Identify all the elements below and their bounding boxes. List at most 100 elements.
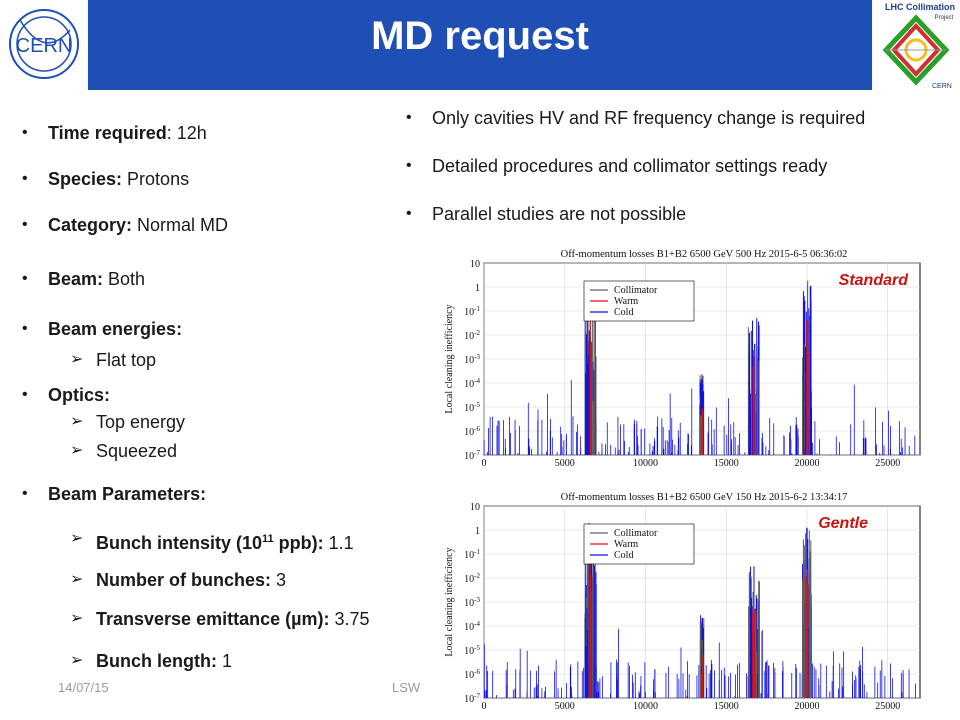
squeezed-text: Squeezed <box>96 441 178 461</box>
bunch-length-value: 1 <box>216 651 232 671</box>
top-energy-text: Top energy <box>96 412 186 432</box>
bunch-intensity-label-end: ppb): <box>273 533 324 553</box>
y-tick-label: 10-5 <box>464 401 480 414</box>
flat-top-text: Flat top <box>96 350 157 370</box>
arrow-bullet-icon: ➢ <box>70 571 84 588</box>
right-bullet-3-text: Parallel studies are not possible <box>432 204 687 224</box>
page-title: MD request <box>371 14 589 58</box>
right-bullet-3: • Parallel studies are not possible <box>406 203 687 225</box>
bullet-time: • Time required: 12h <box>22 122 207 144</box>
plot-tag-label: Gentle <box>818 515 868 532</box>
y-tick-label: 10-6 <box>464 425 480 438</box>
category-value: Normal MD <box>132 215 229 235</box>
param-number-of-bunches: ➢ Number of bunches: 3 <box>70 569 286 591</box>
time-label: Time required <box>48 123 167 143</box>
x-tick-label: 0 <box>482 458 487 469</box>
right-bullet-1-text: Only cavities HV and RF frequency change… <box>432 108 866 128</box>
sub-squeezed: ➢ Squeezed <box>70 440 178 462</box>
x-tick-label: 15000 <box>714 701 739 712</box>
bunch-intensity-label: Bunch intensity (10 <box>96 533 263 553</box>
bullet-dot-icon: • <box>22 386 28 403</box>
x-tick-label: 10000 <box>633 458 658 469</box>
emittance-value: 3.75 <box>329 609 370 629</box>
bunch-intensity-exponent: 11 <box>262 533 274 545</box>
y-tick-label: 10-4 <box>464 620 480 633</box>
bullet-dot-icon: • <box>406 109 412 126</box>
sub-flat-top: ➢ Flat top <box>70 349 157 371</box>
bullet-dot-icon: • <box>22 320 28 337</box>
y-tick-label: 10-3 <box>464 596 480 609</box>
loss-map-plot-gentle: Off-momentum losses B1+B2 6500 GeV 150 H… <box>438 488 928 720</box>
right-bullet-1: • Only cavities HV and RF frequency chan… <box>406 107 866 129</box>
arrow-bullet-icon: ➢ <box>70 610 84 627</box>
sub-top-energy: ➢ Top energy <box>70 411 186 433</box>
y-tick-label: 10-7 <box>464 449 480 462</box>
y-tick-label: 1 <box>475 283 480 294</box>
bullet-category: • Category: Normal MD <box>22 214 229 236</box>
optics-label: Optics: <box>48 385 111 405</box>
beam-value: Both <box>103 269 146 289</box>
lhc-logo-sub: Project <box>935 15 954 21</box>
lhc-collimation-logo: LHC Collimation Project CERN <box>872 0 960 92</box>
x-axis-label: s [m] <box>897 712 918 713</box>
bullet-species: • Species: Protons <box>22 168 190 190</box>
y-tick-label: 10-3 <box>464 353 480 366</box>
emittance-label: Transverse emittance (µm): <box>96 609 330 629</box>
footer-text: LSW <box>392 680 421 695</box>
y-tick-label: 10-6 <box>464 668 480 681</box>
lhc-logo-cern: CERN <box>932 83 952 90</box>
y-axis-label: Local cleaning inefficiency <box>444 547 455 656</box>
bunch-intensity-value: 1.1 <box>323 533 354 553</box>
right-bullet-2: • Detailed procedures and collimator set… <box>406 155 828 177</box>
arrow-bullet-icon: ➢ <box>70 530 84 547</box>
arrow-bullet-icon: ➢ <box>70 413 84 430</box>
cern-logo-text: CERN <box>16 35 73 57</box>
title-band <box>88 0 872 90</box>
y-tick-label: 1 <box>475 526 480 537</box>
legend-label: Collimator <box>614 528 658 539</box>
bunches-label: Number of bunches: <box>96 570 272 590</box>
y-axis-label: Local cleaning inefficiency <box>444 304 455 413</box>
y-tick-label: 10 <box>470 259 480 270</box>
footer-date: 14/07/15 <box>58 680 109 695</box>
bullet-dot-icon: • <box>22 216 28 233</box>
y-tick-label: 10-2 <box>464 329 480 342</box>
x-tick-label: 20000 <box>794 701 819 712</box>
bullet-dot-icon: • <box>22 124 28 141</box>
legend-label: Cold <box>614 307 633 318</box>
x-axis-label: s [m] <box>897 469 918 470</box>
y-tick-label: 10-7 <box>464 692 480 705</box>
cern-logo: CERN <box>0 0 88 92</box>
y-tick-label: 10-4 <box>464 377 480 390</box>
bullet-dot-icon: • <box>406 157 412 174</box>
energies-label: Beam energies: <box>48 319 183 339</box>
legend-label: Warm <box>614 539 638 550</box>
bullet-energies: • Beam energies: <box>22 318 183 340</box>
y-tick-label: 10-1 <box>464 548 480 561</box>
legend-label: Cold <box>614 550 633 561</box>
time-value: : 12h <box>166 123 207 143</box>
right-bullet-2-text: Detailed procedures and collimator setti… <box>432 156 828 176</box>
x-tick-label: 25000 <box>875 701 900 712</box>
bullet-params: • Beam Parameters: <box>22 483 206 505</box>
bullet-dot-icon: • <box>406 205 412 222</box>
species-value: Protons <box>122 169 190 189</box>
bullet-dot-icon: • <box>22 170 28 187</box>
arrow-bullet-icon: ➢ <box>70 652 84 669</box>
arrow-bullet-icon: ➢ <box>70 351 84 368</box>
x-tick-label: 5000 <box>555 701 575 712</box>
x-tick-label: 5000 <box>555 458 575 469</box>
param-bunch-intensity: ➢ Bunch intensity (1011 ppb): 1.1 <box>70 528 354 554</box>
slide-header: CERN MD request LHC Collimation Project … <box>0 0 960 92</box>
x-tick-label: 20000 <box>794 458 819 469</box>
loss-map-plot-standard: Off-momentum losses B1+B2 6500 GeV 500 H… <box>438 245 928 480</box>
arrow-bullet-icon: ➢ <box>70 442 84 459</box>
legend-label: Warm <box>614 296 638 307</box>
plot-tag-label: Standard <box>839 272 910 289</box>
y-tick-label: 10-2 <box>464 572 480 585</box>
lhc-logo-title: LHC Collimation <box>885 2 955 12</box>
x-tick-label: 0 <box>482 701 487 712</box>
beam-label: Beam: <box>48 269 104 289</box>
y-tick-label: 10-5 <box>464 644 480 657</box>
plot-title: Off-momentum losses B1+B2 6500 GeV 150 H… <box>561 492 848 503</box>
